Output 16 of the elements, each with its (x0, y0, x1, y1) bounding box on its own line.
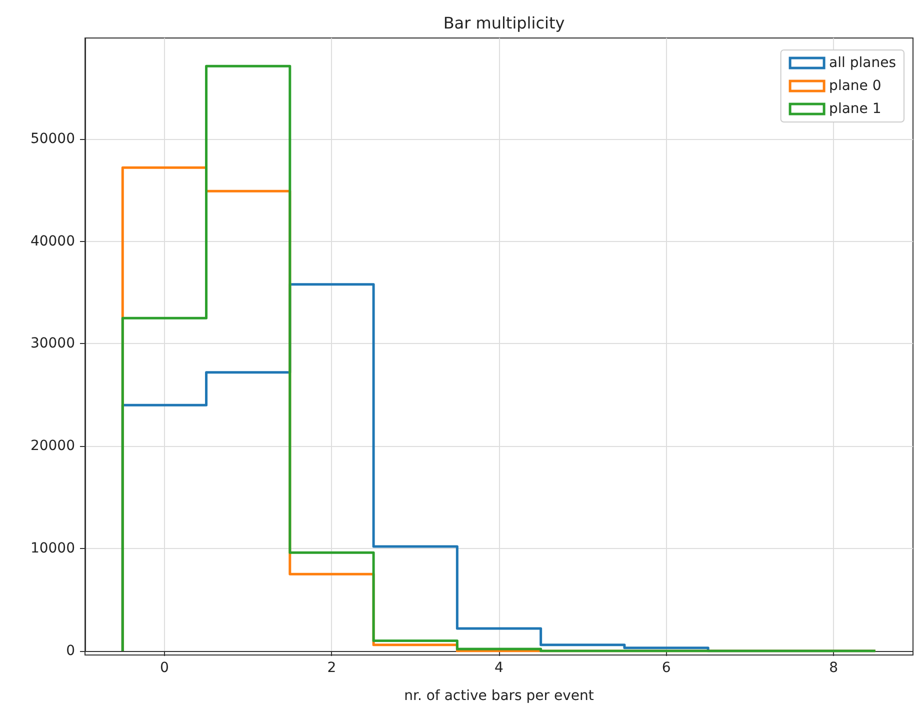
y-tick-label: 30000 (30, 336, 75, 352)
chart-title: Bar multiplicity (443, 14, 565, 32)
x-axis-title: nr. of active bars per event (404, 688, 594, 704)
y-tick-label: 20000 (30, 438, 75, 454)
x-tick-label: 4 (494, 660, 504, 676)
legend-label: plane 1 (829, 101, 882, 117)
y-tick-label: 40000 (30, 233, 75, 250)
y-tick-label: 10000 (30, 540, 75, 557)
x-tick-label: 2 (327, 660, 336, 676)
y-tick-label: 50000 (30, 130, 75, 147)
x-tick-label: 6 (662, 660, 671, 676)
legend-label: all planes (829, 55, 896, 71)
legend-label: plane 0 (829, 78, 882, 94)
x-tick-label: 0 (160, 660, 169, 676)
x-tick-label: 8 (829, 660, 838, 676)
y-tick-label: 0 (66, 643, 75, 659)
